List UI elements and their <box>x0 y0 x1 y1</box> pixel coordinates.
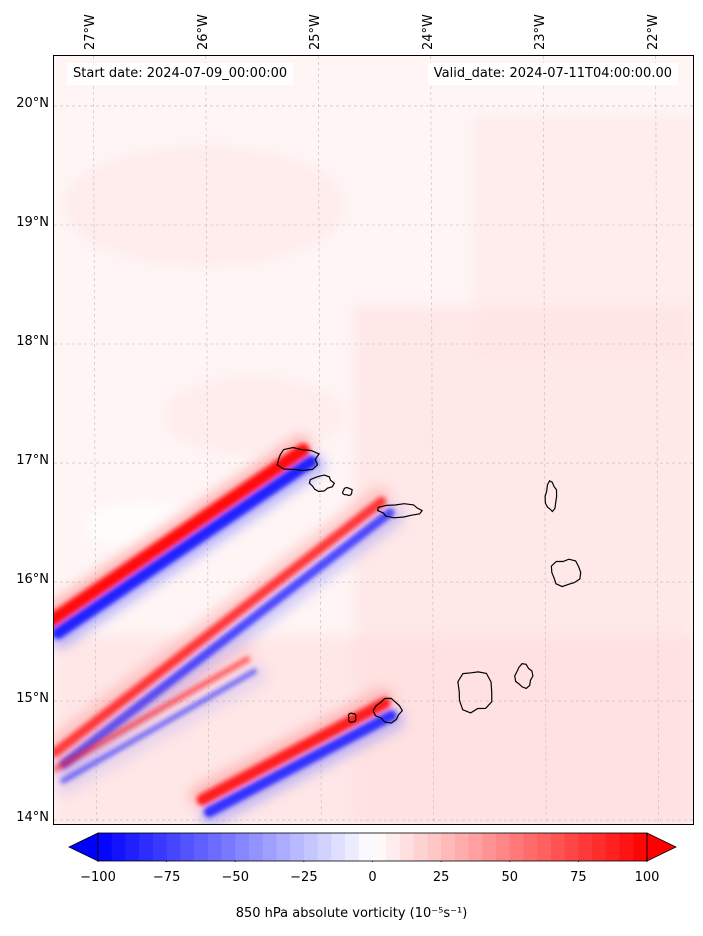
colorbar-min-extend <box>68 832 99 862</box>
colorbar-segment <box>482 833 497 861</box>
colorbar-segment <box>509 833 525 861</box>
colorbar-tick-label: 0 <box>368 870 377 885</box>
latitude-tick-label: 19°N <box>16 214 49 230</box>
colorbar-segment <box>550 833 566 861</box>
meridian-line <box>655 56 659 824</box>
colorbar-segment <box>180 833 195 861</box>
meridian-line <box>93 56 97 824</box>
meridian-line <box>430 56 435 824</box>
colorbar-segment <box>152 833 168 861</box>
colorbar-tick-label: 75 <box>570 870 587 885</box>
colorbar-segment <box>276 833 291 861</box>
island-outline <box>308 474 336 493</box>
longitude-tick-label: 25°W <box>308 14 324 50</box>
island-outline <box>347 712 357 723</box>
meridian-line <box>317 56 322 824</box>
colorbar-segment <box>317 833 332 861</box>
colorbar-segment <box>331 833 346 861</box>
latitude-tick-label: 15°N <box>16 691 49 707</box>
colorbar-tick-label: −100 <box>80 870 116 885</box>
colorbar-segment <box>454 833 470 861</box>
colorbar-label: 850 hPa absolute vorticity (10⁻⁵s⁻¹) <box>235 906 468 921</box>
island-outline <box>372 697 404 724</box>
colorbar-segment <box>523 833 538 861</box>
colorbar-tick-label: 100 <box>634 870 660 885</box>
colorbar-segment <box>139 833 154 861</box>
latitude-tick-label: 17°N <box>16 453 49 469</box>
island-outline <box>514 663 534 690</box>
colorbar-segment <box>262 833 278 861</box>
latitude-tick-label: 18°N <box>16 334 49 349</box>
colorbar-segment <box>111 833 127 861</box>
vorticity-map <box>54 56 693 824</box>
longitude-tick-label: 23°W <box>533 14 549 50</box>
colorbar-segment <box>235 833 250 861</box>
colorbar-segment <box>290 833 305 861</box>
colorbar-segment <box>166 833 181 861</box>
colorbar-tick-label: −25 <box>290 870 318 885</box>
longitude-tick-label: 27°W <box>83 14 99 50</box>
vorticity-halo <box>54 644 268 796</box>
island-outline <box>377 503 423 519</box>
latitude-tick-label: 20°N <box>16 95 49 111</box>
map-panel <box>53 55 694 825</box>
colorbar-segment <box>125 833 140 861</box>
island-outline <box>342 486 353 497</box>
colorbar <box>68 832 677 865</box>
island-outline <box>276 446 320 472</box>
colorbar-segment <box>605 833 621 861</box>
colorbar-segment <box>345 833 360 861</box>
valid-date-label: Valid_date: 2024-07-11T04:00:00.00 <box>427 63 678 85</box>
longitude-tick-label: 24°W <box>420 14 436 50</box>
colorbar-segment <box>619 833 634 861</box>
coastlines <box>276 446 582 724</box>
start-date-label: Start date: 2024-07-09_00:00:00 <box>67 63 294 85</box>
island-outline <box>457 671 493 714</box>
longitude-tick-label: 22°W <box>645 14 661 50</box>
colorbar-segment <box>303 833 319 861</box>
colorbar-segment <box>427 833 442 861</box>
meridian-line <box>542 56 547 824</box>
colorbar-segment <box>372 833 387 861</box>
colorbar-segment <box>564 833 579 861</box>
colorbar-segment <box>358 833 374 861</box>
island-outline <box>544 479 558 513</box>
colorbar-segment <box>496 833 511 861</box>
vorticity-streak <box>196 697 397 818</box>
colorbar-segment <box>468 833 483 861</box>
colorbar-segment <box>399 833 415 861</box>
colorbar-tick-label: −50 <box>221 870 249 885</box>
colorbar-segment <box>413 833 428 861</box>
meridian-line <box>205 56 210 824</box>
colorbar-max-extend <box>646 832 677 862</box>
longitude-tick-label: 26°W <box>195 14 211 50</box>
colorbar-tick-label: 25 <box>432 870 450 885</box>
latitude-tick-label: 16°N <box>16 572 49 588</box>
colorbar-tick-label: 50 <box>501 870 519 885</box>
vorticity-streak <box>54 656 258 784</box>
colorbar-segment <box>592 833 607 861</box>
island-outline <box>550 558 582 588</box>
colorbar-segment <box>386 833 401 861</box>
colorbar-segment <box>207 833 223 861</box>
colorbar-segment <box>633 833 648 861</box>
colorbar-segment <box>578 833 593 861</box>
colorbar-tick-label: −75 <box>152 870 181 885</box>
colorbar-segment <box>441 833 456 861</box>
colorbar-segment <box>248 833 264 861</box>
colorbar-segment <box>221 833 236 861</box>
latitude-tick-label: 14°N <box>16 810 49 826</box>
vorticity-streaks <box>54 435 405 824</box>
colorbar-segment <box>537 833 552 861</box>
colorbar-segment <box>194 833 209 861</box>
colorbar-scale <box>68 832 677 865</box>
colorbar-segment <box>98 833 113 861</box>
vorticity-streak <box>54 443 317 640</box>
